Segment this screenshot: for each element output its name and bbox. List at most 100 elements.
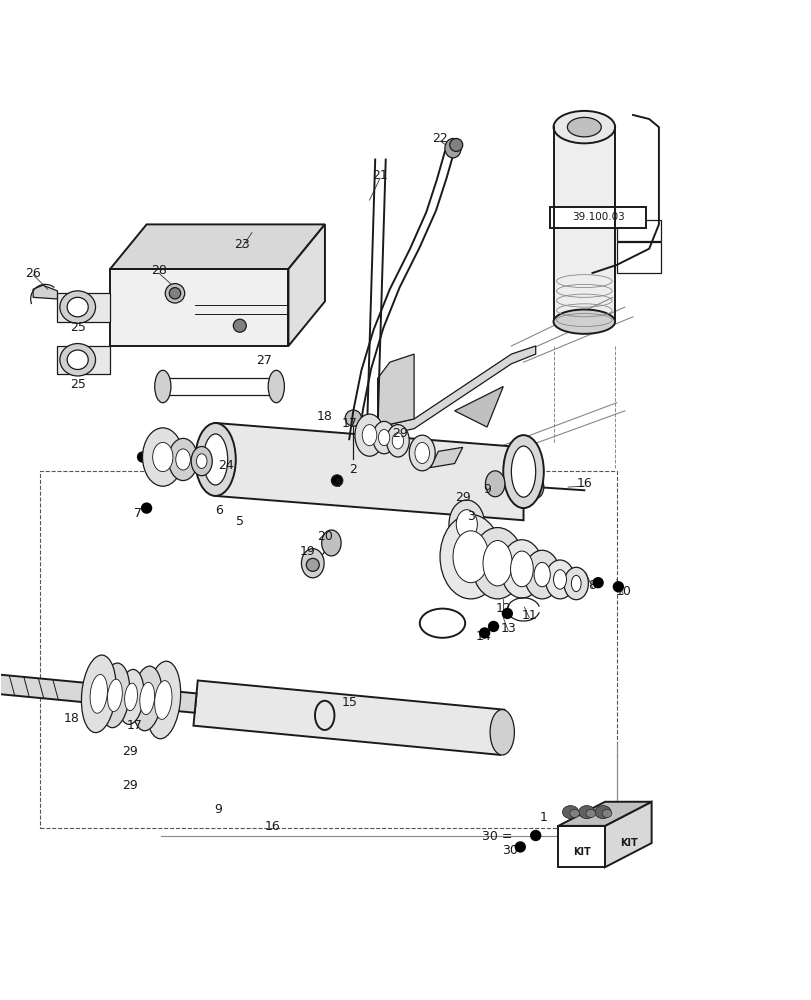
Ellipse shape [386, 425, 409, 457]
Ellipse shape [191, 446, 212, 476]
Ellipse shape [578, 806, 594, 819]
Ellipse shape [483, 541, 512, 586]
Text: 18: 18 [64, 712, 79, 725]
Polygon shape [373, 431, 389, 447]
Ellipse shape [118, 669, 144, 724]
Ellipse shape [564, 567, 588, 600]
Ellipse shape [155, 370, 170, 403]
Polygon shape [110, 224, 324, 269]
Ellipse shape [490, 710, 514, 755]
Text: 29: 29 [391, 427, 407, 440]
Ellipse shape [152, 442, 173, 472]
Ellipse shape [139, 682, 154, 715]
Text: 9: 9 [483, 483, 491, 496]
Ellipse shape [90, 674, 107, 713]
Ellipse shape [500, 540, 543, 598]
Polygon shape [0, 669, 196, 713]
Ellipse shape [553, 111, 615, 143]
Text: 7: 7 [135, 507, 142, 520]
Ellipse shape [60, 344, 96, 376]
Ellipse shape [527, 476, 543, 498]
Text: 15: 15 [341, 696, 357, 709]
Text: 23: 23 [234, 238, 250, 251]
Ellipse shape [456, 510, 477, 539]
Ellipse shape [448, 500, 484, 549]
Text: 6: 6 [216, 504, 223, 517]
Circle shape [449, 138, 462, 151]
Ellipse shape [511, 446, 535, 497]
Text: 5: 5 [235, 515, 243, 528]
Polygon shape [558, 826, 604, 867]
Ellipse shape [81, 655, 116, 733]
Circle shape [592, 577, 603, 588]
Text: 30: 30 [501, 844, 517, 857]
Ellipse shape [372, 421, 395, 454]
Polygon shape [110, 269, 288, 346]
Ellipse shape [510, 551, 533, 587]
Text: 12: 12 [495, 602, 510, 615]
Polygon shape [377, 354, 414, 427]
Ellipse shape [553, 310, 615, 334]
Ellipse shape [67, 350, 88, 369]
Circle shape [141, 502, 152, 514]
Circle shape [137, 451, 148, 463]
Text: 20: 20 [316, 530, 333, 543]
Bar [616, 220, 660, 241]
Ellipse shape [392, 433, 403, 449]
Ellipse shape [203, 434, 227, 485]
Ellipse shape [503, 435, 543, 508]
Text: 28: 28 [151, 264, 166, 277]
Ellipse shape [534, 562, 550, 587]
Text: 18: 18 [316, 410, 333, 423]
Ellipse shape [414, 442, 429, 464]
Polygon shape [430, 447, 462, 468]
Bar [616, 242, 660, 273]
Text: 27: 27 [256, 354, 272, 367]
Ellipse shape [440, 515, 501, 599]
Text: 13: 13 [500, 622, 515, 635]
Text: 14: 14 [475, 630, 491, 643]
Circle shape [487, 621, 499, 632]
Ellipse shape [154, 681, 172, 719]
Text: 4: 4 [333, 477, 341, 490]
Ellipse shape [602, 809, 611, 818]
Polygon shape [58, 346, 110, 374]
Ellipse shape [175, 449, 190, 470]
Circle shape [165, 284, 184, 303]
Ellipse shape [571, 575, 581, 592]
Ellipse shape [132, 666, 162, 731]
Ellipse shape [378, 429, 389, 446]
Text: 3: 3 [466, 510, 474, 523]
Ellipse shape [545, 560, 574, 599]
Ellipse shape [354, 414, 384, 456]
Circle shape [306, 558, 319, 571]
Text: 8: 8 [588, 579, 596, 592]
Bar [550, 207, 645, 228]
Ellipse shape [107, 679, 122, 712]
Polygon shape [193, 680, 504, 755]
Text: 26: 26 [25, 267, 41, 280]
Polygon shape [377, 346, 535, 437]
Ellipse shape [453, 531, 488, 583]
Ellipse shape [485, 471, 504, 497]
Ellipse shape [169, 438, 197, 481]
Circle shape [345, 410, 361, 426]
Ellipse shape [444, 138, 461, 158]
Text: 29: 29 [122, 745, 138, 758]
Ellipse shape [567, 117, 600, 137]
Circle shape [331, 475, 342, 486]
Polygon shape [604, 802, 650, 867]
Ellipse shape [471, 528, 523, 599]
Text: KIT: KIT [620, 838, 637, 848]
Text: 25: 25 [70, 378, 85, 391]
Text: 16: 16 [576, 477, 591, 490]
Polygon shape [33, 285, 58, 299]
Ellipse shape [124, 683, 137, 711]
Ellipse shape [195, 423, 235, 496]
Text: 17: 17 [127, 719, 142, 732]
Ellipse shape [524, 550, 560, 599]
Circle shape [612, 581, 624, 592]
Text: 9: 9 [214, 803, 221, 816]
Polygon shape [454, 387, 503, 427]
Ellipse shape [196, 454, 207, 468]
